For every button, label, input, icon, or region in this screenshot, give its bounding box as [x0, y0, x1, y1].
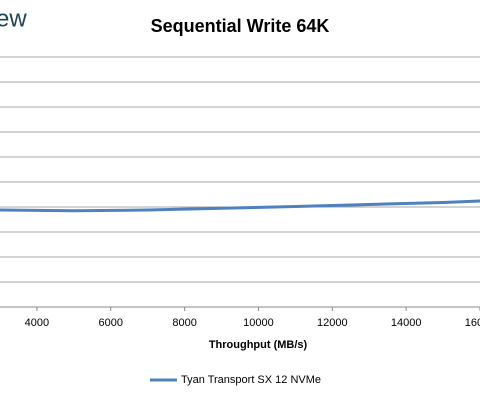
legend-label: Tyan Transport SX 12 NVMe	[181, 374, 321, 386]
x-tick-label: 8000	[172, 317, 196, 329]
logo: ew	[0, 5, 27, 32]
x-tick-label: 12000	[317, 317, 348, 329]
x-tick-label: 10000	[243, 317, 274, 329]
x-tick-label: 16000	[465, 317, 480, 329]
x-tick-label: 4000	[25, 317, 49, 329]
data-line	[0, 199, 480, 213]
x-axis-label: Throughput (MB/s)	[209, 339, 308, 351]
x-tick-label: 14000	[391, 317, 422, 329]
chart-title: Sequential Write 64K	[151, 16, 330, 36]
x-tick-label: 6000	[99, 317, 123, 329]
